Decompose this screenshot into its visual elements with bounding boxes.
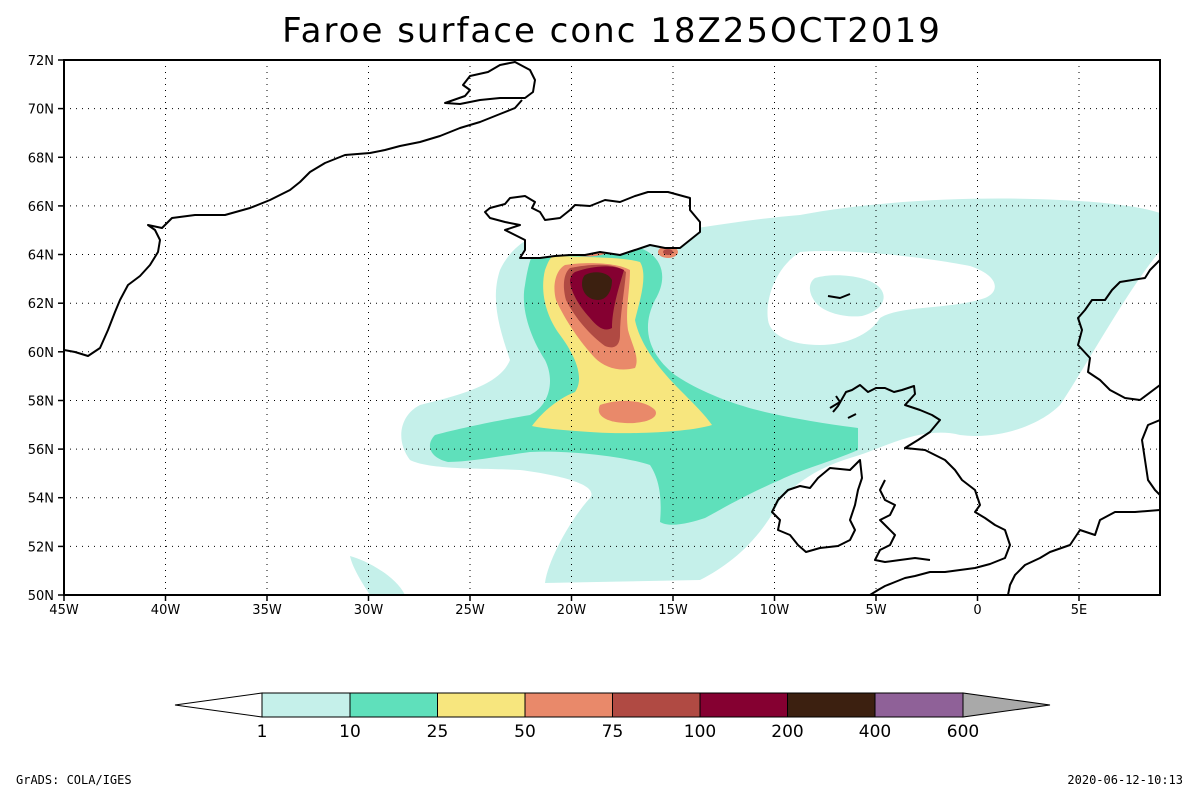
- lat-label: 50N: [28, 589, 54, 604]
- lon-label: 25W: [455, 603, 485, 618]
- longitude-labels: 45W 40W 35W 30W 25W 20W 15W 10W 5W 0 5E: [49, 603, 1087, 618]
- europe-mainland-coastline: [1007, 419, 1160, 595]
- colorbar-label: 1: [257, 722, 268, 742]
- colorbar-label: 400: [859, 722, 891, 742]
- lon-label: 40W: [151, 603, 181, 618]
- ireland-coastline: [771, 459, 863, 553]
- norway-coastline: [1077, 259, 1160, 401]
- jan-mayen-coastline: [444, 61, 536, 105]
- colorbar-label: 10: [339, 722, 361, 742]
- map-frame: [63, 59, 1161, 596]
- colorbar-label: 100: [684, 722, 716, 742]
- faroe-islands: [827, 293, 851, 299]
- lat-label: 60N: [28, 346, 54, 361]
- lon-label: 30W: [354, 603, 384, 618]
- wales-sw-coastline: [874, 479, 931, 563]
- lon-label: 35W: [252, 603, 282, 618]
- colorbar: 1 10 25 50 75 100 200 400 600: [174, 692, 1051, 742]
- lon-label: 10W: [760, 603, 790, 618]
- lat-label: 70N: [28, 103, 54, 118]
- lon-label: 45W: [49, 603, 79, 618]
- iceland-coastline: [484, 191, 701, 259]
- colorbar-segment-under: [174, 692, 263, 718]
- axis-tick-marks: [58, 59, 1080, 601]
- lat-label: 54N: [28, 492, 54, 507]
- map-title: Faroe surface conc 18Z25OCT2019: [282, 11, 942, 51]
- lat-label: 68N: [28, 151, 54, 166]
- latitude-labels: 72N 70N 68N 66N 64N 62N 60N 58N 56N 54N …: [28, 54, 54, 604]
- footer-timestamp: 2020-06-12-10:13: [1067, 773, 1183, 787]
- lon-label: 15W: [658, 603, 688, 618]
- colorbar-segment-over: [962, 692, 1051, 718]
- lat-label: 62N: [28, 297, 54, 312]
- colorbar-segment: [437, 692, 526, 718]
- lon-label: 5E: [1071, 603, 1088, 618]
- colorbar-segment: [787, 692, 876, 718]
- map-panel: 45W 40W 35W 30W 25W 20W 15W 10W 5W 0 5E …: [28, 54, 1161, 618]
- colorbar-segment: [612, 692, 701, 718]
- colorbar-segment: [349, 692, 438, 718]
- hebrides: [829, 395, 857, 419]
- lat-label: 52N: [28, 540, 54, 555]
- colorbar-segment: [261, 692, 351, 718]
- lat-label: 72N: [28, 54, 54, 69]
- concentration-contour-1-10: [350, 198, 1160, 595]
- colorbar-label: 75: [602, 722, 624, 742]
- colorbar-label: 600: [947, 722, 979, 742]
- colorbar-label: 50: [514, 722, 536, 742]
- colorbar-segment: [874, 692, 964, 718]
- concentration-contour-200-400: [582, 272, 612, 300]
- colorbar-segment: [524, 692, 613, 718]
- lon-label: 0: [973, 603, 981, 618]
- lat-label: 66N: [28, 200, 54, 215]
- lon-label: 20W: [557, 603, 587, 618]
- great-britain-coastline: [832, 384, 1011, 595]
- colorbar-segment: [699, 692, 788, 718]
- colorbar-label: 200: [771, 722, 803, 742]
- footer-credit: GrADS: COLA/IGES: [16, 773, 132, 787]
- lon-label: 5W: [865, 603, 886, 618]
- lat-label: 64N: [28, 249, 54, 264]
- lat-label: 56N: [28, 443, 54, 458]
- lat-label: 58N: [28, 395, 54, 410]
- greenland-coastline: [64, 99, 523, 357]
- colorbar-label: 25: [427, 722, 449, 742]
